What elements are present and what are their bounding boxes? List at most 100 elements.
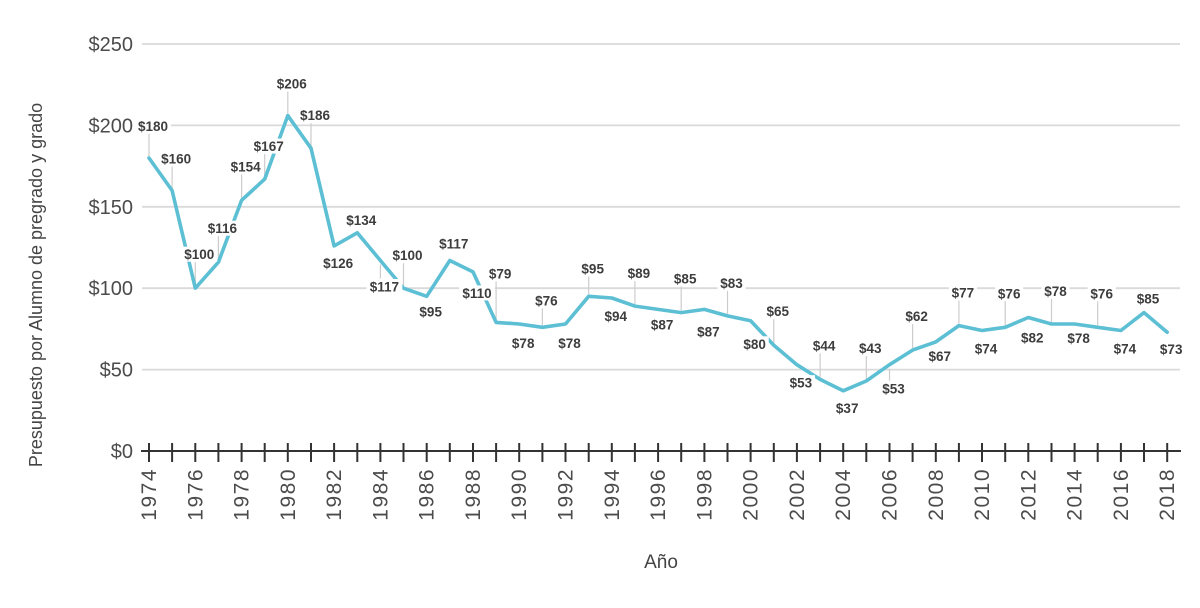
data-point-label: $94: [605, 309, 628, 324]
x-tick-label: 2002: [786, 468, 809, 521]
data-point-label: $53: [882, 382, 905, 397]
data-point-label: $65: [767, 304, 790, 319]
data-label-backing: [717, 275, 746, 291]
y-tick-label: $100: [89, 278, 134, 300]
x-tick-label: 1982: [323, 468, 346, 521]
data-label-backing: [250, 138, 287, 154]
data-label-backing: [810, 337, 839, 353]
data-point-label: $77: [952, 286, 975, 301]
x-tick-label: 1988: [462, 468, 485, 521]
x-tick-label: 2000: [740, 468, 763, 521]
data-label-backing: [763, 303, 792, 319]
x-tick-label: 1980: [277, 468, 300, 521]
data-label-backing: [786, 375, 815, 391]
data-label-backing: [416, 303, 445, 319]
y-tick-label: $150: [89, 197, 134, 219]
data-label-backing: [343, 212, 380, 228]
data-label-backing: [204, 220, 241, 236]
data-label-backing: [740, 336, 769, 352]
x-tick-label: 1974: [138, 468, 161, 521]
data-point-label: $117: [370, 280, 399, 295]
x-tick-label: 1992: [555, 468, 578, 521]
data-point-label: $74: [975, 342, 998, 357]
data-point-label: $154: [231, 159, 262, 174]
data-point-label: $117: [439, 237, 468, 252]
data-point-label: $43: [859, 341, 882, 356]
data-point-label: $85: [674, 272, 697, 287]
x-tick-label: 2008: [925, 468, 948, 521]
x-tick-label: 1976: [184, 468, 207, 521]
x-tick-label: 2018: [1156, 468, 1179, 521]
data-label-backing: [486, 265, 515, 281]
data-line-series: [147, 113, 1169, 393]
data-label-backing: [856, 340, 885, 356]
data-point-label: $76: [1090, 286, 1113, 301]
data-point-label: $82: [1021, 331, 1044, 346]
x-tick-label: 1998: [693, 468, 716, 521]
data-label-backing: [1064, 330, 1093, 346]
x-tick-label: 1978: [231, 468, 254, 521]
data-point-label: $62: [905, 309, 928, 324]
data-point-label: $85: [1137, 292, 1160, 307]
data-label-backing: [158, 151, 194, 166]
data-point-label: $100: [392, 248, 422, 263]
x-tick-label: 1984: [369, 468, 392, 521]
x-tick-label: 2016: [1110, 468, 1133, 521]
y-tick-label: $200: [89, 115, 134, 137]
x-axis-title: Año: [644, 552, 678, 573]
data-point-label: $80: [743, 337, 766, 352]
data-label-backing: [925, 348, 954, 364]
data-point-label: $74: [1114, 342, 1137, 357]
data-label-backing: [273, 76, 310, 92]
x-tick-label: 2012: [1017, 468, 1040, 521]
x-tick-label: 2006: [879, 468, 902, 521]
data-point-label: $95: [419, 304, 442, 319]
data-point-label: $206: [277, 77, 308, 92]
data-label-backing: [555, 335, 584, 351]
data-label-backing: [181, 246, 218, 262]
data-label-backing: [227, 158, 264, 174]
data-point-label: $180: [138, 119, 168, 134]
data-point-label: $79: [489, 266, 512, 281]
data-point-label: $78: [512, 336, 535, 351]
data-label-backing: [879, 381, 908, 397]
data-label-backing: [902, 308, 931, 324]
data-point-label: $95: [581, 261, 604, 276]
data-label-backing: [648, 316, 677, 332]
data-label-backing: [972, 341, 1001, 356]
x-tick-label: 2004: [832, 468, 855, 521]
data-point-label: $83: [720, 276, 743, 291]
y-tick-label: $0: [111, 441, 133, 463]
data-point-label: $67: [929, 349, 952, 364]
data-label-backing: [671, 271, 700, 287]
data-label-backing: [995, 285, 1024, 301]
data-label-backing: [833, 400, 862, 416]
data-point-label: $167: [254, 139, 284, 154]
data-point-label: $44: [813, 338, 836, 353]
data-point-label: $110: [462, 286, 491, 301]
data-point-label: $78: [1044, 284, 1067, 299]
data-label-backing: [459, 285, 495, 301]
data-point-label: $134: [346, 213, 377, 228]
data-point-label: $89: [628, 266, 651, 281]
data-label-backing: [320, 255, 356, 271]
data-label-backing: [389, 247, 426, 263]
y-axis-title: Presupuesto por Alumno de pregrado y gra…: [26, 102, 46, 468]
data-point-label: $76: [535, 293, 558, 308]
data-label-backing: [1157, 341, 1186, 357]
x-tick-label: 1990: [508, 468, 531, 521]
data-label-backing: [532, 292, 561, 308]
data-point-label: $78: [1067, 331, 1090, 346]
data-label-backing: [297, 107, 333, 123]
data-label-backing: [1041, 283, 1070, 299]
data-label-backing: [509, 335, 538, 351]
data-label-backing: [1087, 285, 1116, 301]
data-label-backing: [435, 236, 472, 251]
data-point-label: $87: [651, 317, 674, 332]
data-label-backing: [1110, 341, 1139, 356]
data-label-backing: [366, 279, 403, 294]
data-point-label: $87: [697, 324, 720, 339]
y-tick-label: $250: [89, 34, 134, 56]
